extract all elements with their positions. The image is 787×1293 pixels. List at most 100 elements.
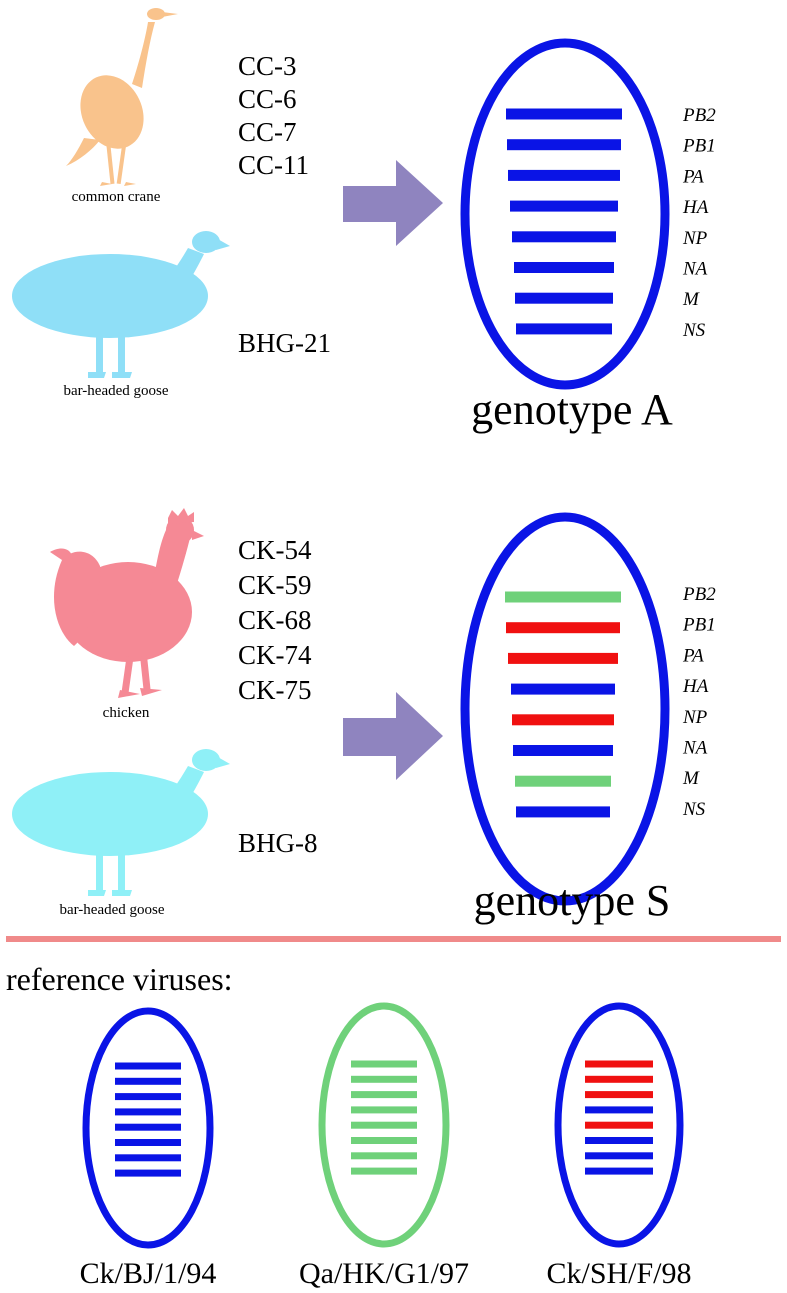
reference-segment-bar: [351, 1106, 417, 1114]
segment-label-na: NA: [682, 259, 708, 280]
reference-ellipse-1: [82, 1007, 214, 1249]
segment-bar-ns: [516, 323, 612, 335]
segment-bar-na: [513, 745, 613, 756]
crane-label: common crane: [72, 189, 161, 205]
reference-segment-bar: [351, 1152, 417, 1160]
goose-strain-a: BHG-21: [238, 328, 331, 358]
reference-segment-bar: [115, 1077, 181, 1085]
segment-bar-pb2: [505, 591, 621, 603]
reference-segment-bar: [115, 1108, 181, 1116]
segment-labels-s: PB2 PB1 PA HA NP NA M NS: [682, 584, 716, 820]
right-arrow-icon: [343, 160, 443, 246]
reference-name-3: Ck/SH/F/98: [546, 1257, 691, 1290]
reference-segment-bar: [585, 1121, 653, 1129]
strain-a-3: CC-7: [238, 117, 297, 147]
reference-segment-bar: [115, 1169, 181, 1177]
reference-bars-2: [351, 1060, 417, 1175]
goose-silhouette-icon: [12, 749, 230, 896]
segment-label-ha: HA: [682, 676, 709, 697]
segment-label-na: NA: [682, 738, 708, 759]
segment-bar-na: [514, 262, 614, 273]
strain-a-1: CC-3: [238, 51, 297, 81]
reference-segment-bar: [585, 1137, 653, 1144]
reference-segment-bar: [115, 1139, 181, 1146]
reference-segment-bar: [585, 1091, 653, 1099]
segment-bar-ha: [510, 200, 618, 212]
chicken-label: chicken: [103, 705, 150, 721]
segment-label-pa: PA: [682, 166, 704, 187]
segment-bars-s: [505, 591, 621, 818]
segment-bar-ns: [516, 806, 610, 818]
crane-silhouette-icon: [66, 8, 178, 186]
strain-s-3: CK-68: [238, 605, 312, 635]
reference-segment-bar: [585, 1075, 653, 1083]
segment-labels-a: PB2 PB1 PA HA NP NA M NS: [682, 105, 716, 341]
reference-segment-bar: [351, 1060, 417, 1068]
segment-bar-np: [512, 714, 614, 726]
reference-name-2: Qa/HK/G1/97: [299, 1257, 469, 1290]
reference-segment-bar: [585, 1060, 653, 1068]
reference-segment-bar: [115, 1093, 181, 1101]
reference-segment-bar: [115, 1154, 181, 1162]
reference-section: reference viruses: Ck/BJ/1/94 Qa/HK/G1/9…: [6, 961, 692, 1290]
strain-a-2: CC-6: [238, 84, 297, 114]
genome-ellipse-s: [460, 512, 670, 906]
reference-bars-1: [115, 1062, 181, 1177]
goose-strain-s: BHG-8: [238, 828, 318, 858]
reference-ellipse-3: [554, 1002, 684, 1248]
segment-bar-pb2: [506, 108, 622, 120]
reference-bars-3: [585, 1060, 653, 1175]
reference-segment-bar: [115, 1062, 181, 1070]
reference-segment-bar: [351, 1121, 417, 1129]
genotype-s-label: genotype S: [474, 876, 671, 925]
reference-segment-bar: [351, 1091, 417, 1099]
reference-name-1: Ck/BJ/1/94: [80, 1257, 217, 1290]
strain-s-2: CK-59: [238, 570, 312, 600]
segment-bar-pa: [508, 169, 620, 181]
reference-segment-bar: [585, 1152, 653, 1160]
reference-segment-bar: [351, 1137, 417, 1144]
reference-segment-bar: [115, 1123, 181, 1131]
goose-label-s: bar-headed goose: [59, 902, 164, 918]
genome-ellipse-a: [460, 38, 670, 390]
segment-bar-pb1: [507, 139, 621, 151]
segment-bar-m: [515, 292, 613, 304]
reference-segment-bar: [585, 1167, 653, 1175]
segment-label-m: M: [682, 289, 700, 310]
segment-label-ha: HA: [682, 197, 709, 218]
segment-label-pb1: PB1: [682, 615, 716, 636]
segment-label-pb2: PB2: [682, 105, 716, 126]
reference-segment-bar: [351, 1075, 417, 1083]
segment-bar-pb1: [506, 622, 620, 634]
segment-bar-m: [515, 775, 611, 787]
goose-label-a: bar-headed goose: [63, 383, 168, 399]
segment-label-np: NP: [682, 707, 708, 728]
goose-silhouette-icon: [12, 231, 230, 378]
section-divider: [6, 936, 781, 942]
strain-s-5: CK-75: [238, 675, 312, 705]
panel-genotype-s: chicken bar-headed goose CK-54 CK-59 CK-…: [12, 508, 716, 925]
segment-bar-ha: [511, 683, 615, 695]
segment-label-pb2: PB2: [682, 584, 716, 605]
strain-s-4: CK-74: [238, 640, 312, 670]
reference-segment-bar: [585, 1106, 653, 1114]
segment-label-pa: PA: [682, 645, 704, 666]
segment-label-ns: NS: [682, 799, 706, 820]
genotype-a-label: genotype A: [471, 385, 673, 434]
segment-label-ns: NS: [682, 320, 706, 341]
right-arrow-icon: [343, 692, 443, 780]
reference-segment-bar: [351, 1167, 417, 1175]
segment-label-np: NP: [682, 228, 708, 249]
panel-genotype-a: common crane bar-headed goose CC-3 CC-6 …: [12, 8, 716, 434]
strain-a-4: CC-11: [238, 150, 309, 180]
segment-label-pb1: PB1: [682, 136, 716, 157]
segment-bar-pa: [508, 652, 618, 664]
segment-bars-a: [506, 108, 622, 335]
reference-ellipse-2: [318, 1002, 450, 1248]
chicken-silhouette-icon: [50, 508, 204, 698]
strain-s-1: CK-54: [238, 535, 312, 565]
reference-title: reference viruses:: [6, 961, 233, 997]
segment-label-m: M: [682, 768, 700, 789]
segment-bar-np: [512, 231, 616, 243]
